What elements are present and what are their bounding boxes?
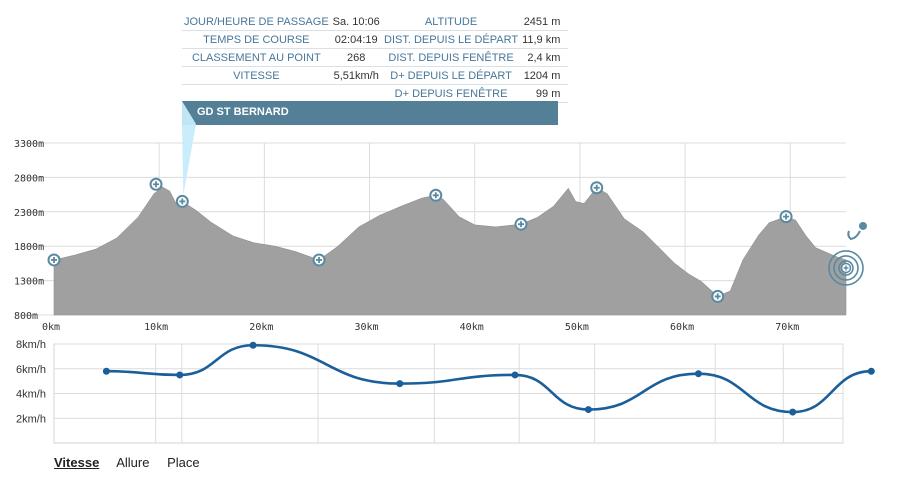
stat-label: DIST. DEPUIS FENÊTRE [382,48,521,67]
y-tick-label: 2km/h [16,413,46,425]
table-row: TEMPS DE COURSE 02:04:19 [182,30,382,49]
table-row: VITESSE 5,51km/h [182,66,382,85]
speed-point [694,370,702,378]
x-tick-label: 50km [565,322,589,333]
elevation-profile-chart[interactable]: 0km 10km 20km 30km 40km 50km 60km 70km 800m 1300m… [14,101,867,333]
stat-label: TEMPS DE COURSE [182,30,331,49]
checkpoint-marker[interactable] [175,194,189,208]
stat-value: 11,9 km [520,30,569,49]
stat-label: VITESSE [182,66,331,85]
plus-icon [432,192,439,199]
plus-icon [179,198,186,205]
plus-icon [316,256,323,263]
checkpoint-marker[interactable] [429,188,443,202]
y-tick-label: 3300m [14,139,44,150]
table-row: JOUR/HEURE DE PASSAGE Sa. 10:06 [182,13,382,31]
x-tick-label: 30km [354,322,378,333]
speed-point [584,406,592,414]
tab-allure[interactable]: Allure [116,455,150,470]
table-row: CLASSEMENT AU POINT 268 [182,48,382,67]
y-tick-label: 4km/h [16,389,46,401]
stat-value: 2451 m [520,13,569,31]
x-tick-label: 20km [249,322,273,333]
stat-label: DIST. DEPUIS LE DÉPART [382,30,521,49]
speed-point [789,408,797,416]
stat-label: ALTITUDE [382,13,521,31]
plus-icon [783,213,790,220]
checkpoint-marker[interactable] [514,217,528,231]
stat-label: CLASSEMENT AU POINT [182,48,331,67]
speed-point [249,341,257,349]
stat-value: 02:04:19 [330,30,382,49]
speed-point [102,367,110,375]
speed-point [176,371,184,379]
x-tick-label: 10km [144,322,168,333]
checkpoint-marker[interactable] [312,253,326,267]
y-tick-label: 6km/h [16,364,46,376]
finish-ring [838,260,854,276]
plus-icon [517,221,524,228]
runner-head [859,221,867,230]
plus-icon [843,265,849,271]
x-tick-label: 70km [775,322,799,333]
tab-place[interactable]: Place [167,455,200,470]
stat-value: 2,4 km [520,48,569,67]
checkpoint-stats-right: ALTITUDE 2451 m DIST. DEPUIS LE DÉPART 1… [382,13,569,103]
table-row: D+ DEPUIS FENÊTRE 99 m [382,84,569,103]
checkpoint-name-banner: GD ST BERNARD [182,101,558,125]
y-tick-label: 8km/h [16,339,46,351]
y-tick-label: 1300m [14,277,44,288]
finish-ring [828,250,864,286]
speed-point [396,380,404,388]
stat-label: D+ DEPUIS LE DÉPART [382,66,521,85]
stat-label: JOUR/HEURE DE PASSAGE [182,13,331,31]
tab-vitesse[interactable]: Vitesse [54,455,100,470]
elevation-profile-area [53,186,847,316]
plus-icon [593,184,600,191]
x-tick-label: 40km [460,322,484,333]
runner-body [847,230,861,240]
stat-value: Sa. 10:06 [330,13,382,31]
checkpoint-stats-left: JOUR/HEURE DE PASSAGE Sa. 10:06 TEMPS DE… [182,13,382,85]
checkpoint-marker[interactable] [590,181,604,195]
table-row: DIST. DEPUIS LE DÉPART 11,9 km [382,30,569,49]
checkpoint-marker[interactable] [779,210,793,224]
table-row: D+ DEPUIS LE DÉPART 1204 m [382,66,569,85]
stat-value: 5,51km/h [330,66,382,85]
stat-value: 268 [330,48,382,67]
chart-mode-tabs: Vitesse Allure Place [54,455,214,470]
checkpoint-marker[interactable] [47,253,61,267]
plus-icon [714,293,721,300]
stat-value: 99 m [520,84,569,103]
finish-ring [833,255,859,281]
y-tick-label: 800m [14,311,38,322]
selection-pointer [182,101,196,196]
x-tick-label: 60km [670,322,694,333]
checkpoint-marker[interactable] [711,289,725,303]
plus-icon [51,256,57,263]
plus-icon [153,181,160,188]
table-row: ALTITUDE 2451 m [382,13,569,31]
stat-value: 1204 m [520,66,569,85]
speed-point [511,371,519,379]
x-tick-label: 0km [42,322,60,333]
checkpoint-info-panel: JOUR/HEURE DE PASSAGE Sa. 10:06 TEMPS DE… [182,13,569,125]
y-tick-label: 2300m [14,208,44,219]
finish-runner-icon[interactable] [828,221,867,286]
course-charts: 0km 10km 20km 30km 40km 50km 60km 70km 800m 1300m… [14,101,875,444]
table-row: DIST. DEPUIS FENÊTRE 2,4 km [382,48,569,67]
checkpoint-marker[interactable] [149,177,163,191]
speed-point [867,367,875,375]
y-tick-label: 1800m [14,242,44,253]
y-tick-label: 2800m [14,173,44,184]
speed-chart[interactable]: 2km/h 4km/h 6km/h 8km/h [16,339,875,444]
